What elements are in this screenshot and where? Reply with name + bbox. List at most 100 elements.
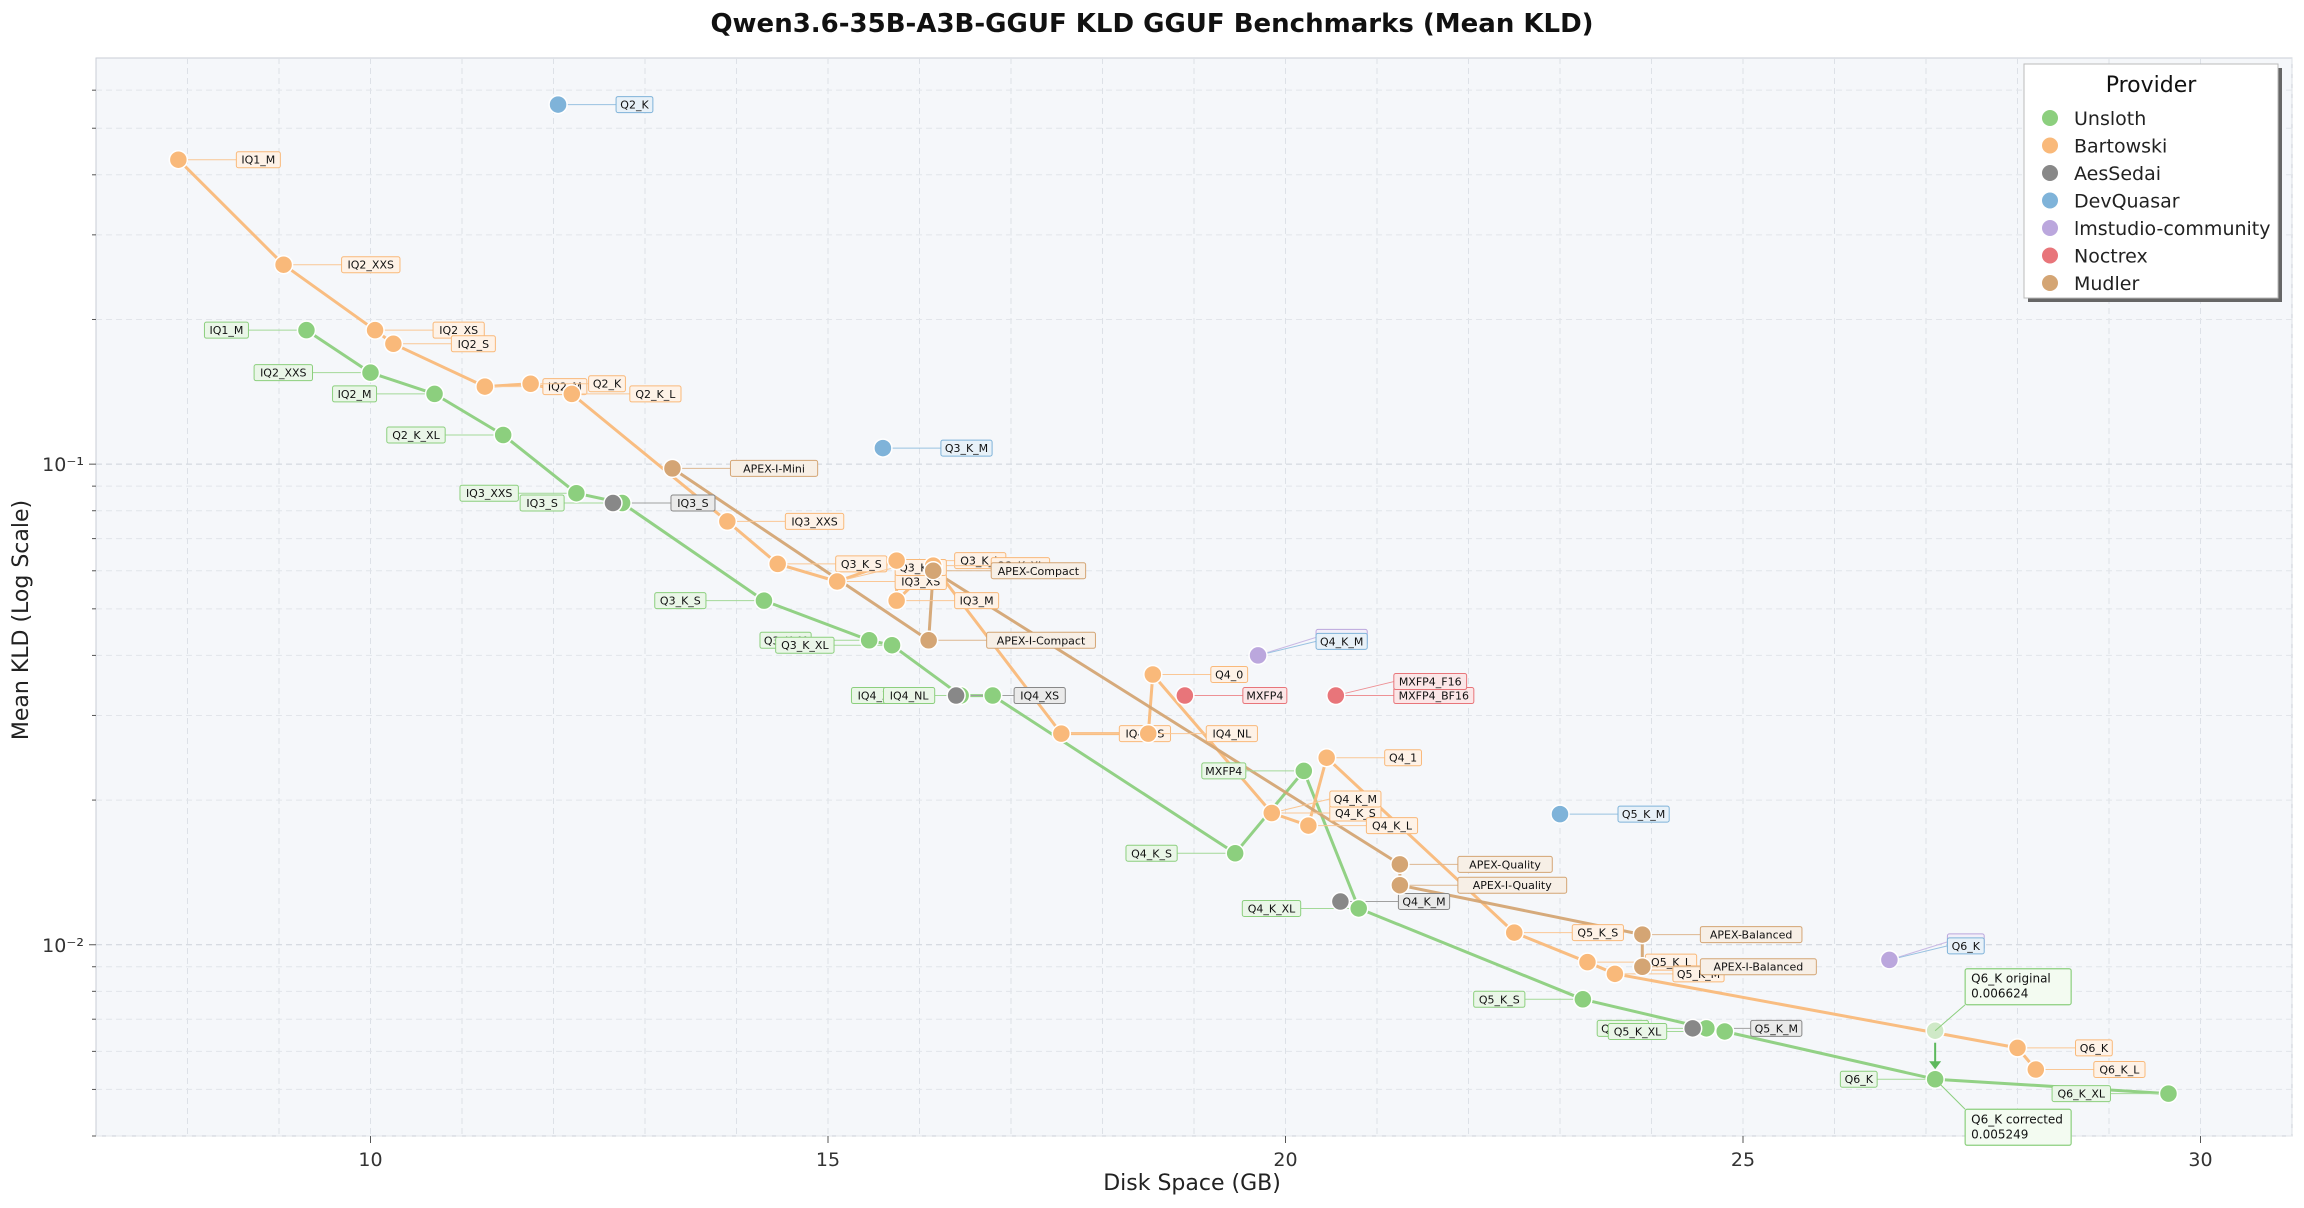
label-text: Q6_K_L xyxy=(2099,1064,2140,1077)
label-box xyxy=(332,385,378,403)
point-label: Q4_K_XL xyxy=(1241,899,1302,917)
label-text: Q4_K_S xyxy=(1131,847,1172,860)
legend-title: Provider xyxy=(2106,73,2198,98)
label-box xyxy=(2075,1039,2113,1057)
label-box xyxy=(588,375,626,393)
label-text: Q4_K_XL xyxy=(1248,902,1296,915)
point-label: IQ2_S xyxy=(450,335,496,353)
annotation-text: 0.006624 xyxy=(1971,987,2028,1001)
point-label: Q3_K_S xyxy=(835,555,888,573)
label-text: Q3_K_XL xyxy=(781,639,829,652)
data-point xyxy=(383,334,404,354)
label-text: Q5_K_XL xyxy=(1614,1025,1662,1038)
data-point xyxy=(1632,956,1653,977)
point-label: APEX-Quality xyxy=(1457,855,1553,873)
point-label: MXFP4 xyxy=(1242,687,1288,705)
legend-label: lmstudio-community xyxy=(2074,218,2271,240)
label-text: MXFP4 xyxy=(1246,690,1283,703)
data-point xyxy=(1573,989,1593,1010)
data-point xyxy=(918,630,939,651)
point-label: Q6_K xyxy=(1839,1070,1878,1088)
data-point xyxy=(1330,891,1351,912)
point-label: APEX-I-Quality xyxy=(1457,876,1568,894)
point-label: IQ4_NL xyxy=(883,687,936,705)
label-box xyxy=(341,256,401,274)
data-point xyxy=(886,550,907,571)
label-text: IQ2_XS xyxy=(439,324,478,337)
label-box xyxy=(203,321,249,339)
label-text: IQ3_XXS xyxy=(791,515,837,528)
label-box xyxy=(670,494,716,512)
label-box xyxy=(954,592,1000,610)
label-text: Q6_K_XL xyxy=(2058,1088,2106,1101)
point-label: Q6_K xyxy=(2075,1039,2113,1057)
label-box xyxy=(775,636,835,654)
label-text: Q4_K_S xyxy=(1335,807,1376,820)
label-box xyxy=(883,687,936,705)
data-point xyxy=(365,320,385,340)
label-box xyxy=(1205,725,1258,743)
point-label: IQ3_XXS xyxy=(784,512,845,530)
data-point xyxy=(982,685,1003,706)
legend-label: Noctrex xyxy=(2074,246,2148,268)
label-box xyxy=(1699,958,1817,976)
label-box xyxy=(629,385,682,403)
point-label: Q3_K_XL xyxy=(775,636,835,654)
label-box xyxy=(1473,990,1526,1008)
label-box xyxy=(1242,687,1288,705)
annotation-leader xyxy=(1934,1004,1966,1032)
label-text: Q3_K_S xyxy=(660,595,701,608)
y-tick-label: 10⁻² xyxy=(42,935,84,957)
data-point xyxy=(1632,924,1653,945)
legend-box xyxy=(2023,63,2279,299)
point-label: Q5_K_S xyxy=(1473,990,1526,1008)
label-box xyxy=(1617,805,1670,823)
label-box xyxy=(2093,1061,2146,1079)
legend-marker xyxy=(2042,137,2058,154)
point-label: Q4_K_M xyxy=(1397,893,1451,911)
data-point xyxy=(475,376,495,397)
label-box xyxy=(835,555,888,573)
label-box xyxy=(1839,1070,1878,1088)
x-axis-label: Disk Space (GB) xyxy=(1103,1171,1281,1196)
legend-marker xyxy=(2042,247,2058,264)
label-text: Q2_K_XL xyxy=(392,429,440,442)
label-text: IQ3_XXS xyxy=(466,487,512,500)
label-box xyxy=(615,96,654,114)
label-text: Q5_K_M xyxy=(1622,808,1665,821)
point-label: APEX-Compact xyxy=(990,562,1087,580)
legend-label: Bartowski xyxy=(2074,136,2167,158)
point-label: Q6_K_L xyxy=(2093,1061,2146,1079)
data-point xyxy=(1682,1018,1703,1039)
point-label: Q2_K xyxy=(615,96,654,114)
label-text: Q6_K xyxy=(2080,1042,2109,1055)
label-box xyxy=(1125,844,1178,862)
point-label: IQ2_XS xyxy=(432,321,485,339)
plot-area xyxy=(95,57,2293,1137)
label-box xyxy=(1013,687,1066,705)
label-box xyxy=(1750,1019,1803,1037)
label-box xyxy=(986,631,1096,649)
label-text: MXFP4_F16 xyxy=(1399,676,1462,689)
x-tick-label: 25 xyxy=(1731,1149,1755,1171)
label-text: Q4_1 xyxy=(1389,752,1417,765)
label-text: IQ2_XXS xyxy=(348,259,394,272)
annotation-leader xyxy=(1934,1078,1966,1110)
data-point xyxy=(767,554,788,574)
label-leader xyxy=(837,566,896,582)
point-label: IQ3_S xyxy=(670,494,716,512)
label-box xyxy=(940,439,993,457)
point-label: IQ1_M xyxy=(203,321,249,339)
data-point xyxy=(520,373,541,394)
point-label: Q4_K_M xyxy=(1315,632,1368,650)
correction-arrow-head xyxy=(1929,1061,1942,1070)
label-box xyxy=(459,484,519,502)
point-label: Q4_K_S xyxy=(1125,844,1178,862)
label-text: IQ2_S xyxy=(458,338,489,351)
legend-marker xyxy=(2042,220,2058,236)
legend: Provider Unsloth Bartowski AesSedai DevQuasa… xyxy=(2023,63,2282,302)
legend-marker xyxy=(2042,192,2058,209)
data-point xyxy=(662,458,683,479)
data-point xyxy=(1390,875,1410,895)
